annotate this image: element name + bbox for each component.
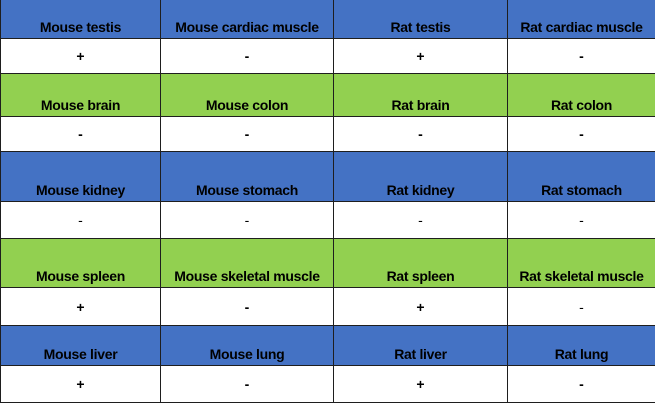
table-value-cell: - — [0, 201, 161, 239]
table-header-cell: Rat kidney — [334, 152, 508, 201]
table-value-cell: + — [0, 38, 161, 74]
table-header-cell: Rat colon — [550, 97, 613, 113]
table-header-cell: Rat spleen — [334, 239, 508, 287]
table-value-cell: - — [508, 365, 655, 403]
table-value-row: - - - - — [0, 116, 655, 152]
table-value-cell: - — [0, 116, 161, 152]
table-value-cell: + — [0, 287, 161, 326]
table-header-cell: Mouse lung — [161, 326, 334, 365]
table-value-cell: - — [161, 38, 334, 74]
table-header-cell: Rat brain — [334, 74, 508, 116]
table-header-row: Mouse brain Mouse colon Rat brain Rat co… — [0, 74, 655, 116]
table-value-row: + - + - — [0, 38, 655, 74]
table-value-cell: - — [334, 201, 508, 239]
table-header-cell: Mouse brain — [0, 74, 161, 116]
table-value-row: + - + - — [0, 287, 655, 326]
table-value-cell: - — [161, 116, 334, 152]
table-header-cell: Mouse liver — [0, 326, 161, 365]
table-header-cell: Mouse cardiac muscle — [161, 0, 334, 38]
table-value-cell: - — [508, 116, 655, 152]
table-header-row: Mouse testis Mouse cardiac muscle Rat te… — [0, 0, 655, 38]
table-value-cell: + — [0, 365, 161, 403]
table-header-cell: Mouse spleen — [0, 239, 161, 287]
table-header-cell: Rat stomach — [541, 182, 622, 198]
table-header-cell: Mouse skeletal muscle — [161, 239, 334, 287]
table-value-cell: - — [508, 287, 655, 326]
table-header-cell: Rat cardiac muscle — [520, 19, 643, 35]
table-value-row: - - - - — [0, 201, 655, 239]
table-header-cell: Mouse kidney — [0, 152, 161, 201]
table-value-cell: - — [161, 287, 334, 326]
table-header-cell: Rat liver — [334, 326, 508, 365]
table-value-cell: + — [334, 38, 508, 74]
table-header-row: Mouse spleen Mouse skeletal muscle Rat s… — [0, 239, 655, 287]
table-value-cell: - — [334, 116, 508, 152]
table-header-row: Mouse liver Mouse lung Rat liver Rat lun… — [0, 326, 655, 365]
table-value-cell: + — [334, 287, 508, 326]
table-value-cell: - — [161, 365, 334, 403]
table-header-row: Mouse kidney Mouse stomach Rat kidney Ra… — [0, 152, 655, 201]
table-header-cell: Mouse testis — [0, 0, 161, 38]
table-header-cell: Rat skeletal muscle — [519, 268, 644, 284]
table-header-cell: Mouse colon — [161, 74, 334, 116]
table-value-cell: + — [334, 365, 508, 403]
table-value-cell: - — [161, 201, 334, 239]
table-header-cell: Rat testis — [334, 0, 508, 38]
table-header-cell: Mouse stomach — [161, 152, 334, 201]
table-value-row: + - + - — [0, 365, 655, 403]
table-value-cell: - — [508, 201, 655, 239]
table-value-cell: - — [508, 38, 655, 74]
table-header-cell: Rat lung — [554, 346, 609, 362]
